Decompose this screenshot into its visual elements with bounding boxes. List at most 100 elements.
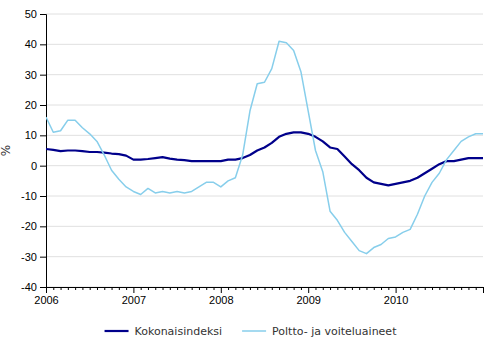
x-tick-mark [206,287,207,290]
x-tick-mark [286,287,287,290]
x-tick-mark [308,287,309,293]
plot: 20062007200820092010-40-30-20-1001020304… [0,8,484,306]
grid-line [46,44,483,45]
x-tick [163,287,164,290]
x-tick [374,287,375,290]
x-tick [447,287,448,290]
legend-swatch [105,330,129,332]
x-tick [206,287,207,290]
x-tick-mark [425,287,426,290]
y-tick-label: -10 [21,190,37,202]
x-tick-label: 2006 [34,294,58,306]
x-tick-mark [476,287,477,290]
x-tick [483,287,484,290]
x-tick [352,287,353,290]
x-tick-mark [366,287,367,290]
x-tick [68,287,69,290]
x-tick-mark [97,287,98,290]
y-tick-mark [40,166,46,167]
x-tick [294,287,295,290]
x-tick [53,287,54,290]
y-tick: 30 [25,69,46,81]
x-tick-mark [243,287,244,290]
x-tick [184,287,185,290]
x-tick [97,287,98,290]
y-tick-mark [40,105,46,106]
x-tick: 2008 [209,287,233,306]
x-tick [381,287,382,290]
x-tick-mark [228,287,229,290]
x-tick-mark [184,287,185,290]
x-tick-mark [403,287,404,290]
y-tick-label: 30 [25,69,37,81]
x-tick-mark [439,287,440,290]
x-tick [243,287,244,290]
x-tick: 2010 [384,287,408,306]
x-tick [104,287,105,290]
x-tick-mark [468,287,469,290]
x-tick [75,287,76,290]
grid-line [46,226,483,227]
x-tick [417,287,418,290]
x-tick-mark [148,287,149,290]
y-axis: -40-30-20-1001020304050 [21,8,46,293]
y-tick: 50 [25,8,46,20]
x-tick-label: 2009 [296,294,320,306]
chart-svg: 20062007200820092010-40-30-20-1001020304… [0,0,501,349]
grid-line [46,14,483,15]
series-line [46,132,483,185]
grid-line [46,196,483,197]
x-tick [301,287,302,290]
x-tick-mark [272,287,273,290]
x-tick-mark [163,287,164,290]
x-tick-mark [483,287,484,290]
x-tick-mark [155,287,156,290]
x-tick [468,287,469,290]
y-tick: 20 [25,99,46,111]
x-tick-mark [381,287,382,290]
legend-label: Kokonaisindeksi [135,325,223,338]
x-tick [286,287,287,290]
y-tick: 40 [25,38,46,50]
x-tick-mark [417,287,418,290]
grid-line [46,256,483,257]
legend-label: Poltto- ja voiteluaineet [272,325,397,338]
x-tick: 2009 [296,287,320,306]
x-tick-mark [301,287,302,290]
x-tick [170,287,171,290]
x-tick [366,287,367,290]
x-tick [454,287,455,290]
x-tick-mark [112,287,113,290]
x-tick [257,287,258,290]
x-tick: 2006 [34,287,58,306]
x-tick [141,287,142,290]
x-tick [323,287,324,290]
x-tick-mark [345,287,346,290]
x-tick-mark [461,287,462,290]
x-tick-mark [250,287,251,290]
y-tick-label: 40 [25,38,37,50]
x-tick-mark [337,287,338,290]
x-axis: 20062007200820092010 [34,287,483,306]
x-tick [265,287,266,290]
x-tick-mark [257,287,258,290]
x-tick-mark [410,287,411,290]
grid-line [46,105,483,106]
x-tick-mark [170,287,171,290]
y-tick-mark [40,287,46,288]
x-tick-mark [119,287,120,290]
legend: Kokonaisindeksi Poltto- ja voiteluaineet [105,325,398,338]
x-tick [177,287,178,290]
x-tick-mark [388,287,389,290]
lines [46,41,483,253]
x-tick-mark [90,287,91,290]
grid-line [46,74,483,75]
legend-swatch [242,330,266,332]
x-tick [279,287,280,290]
y-tick-mark [40,226,46,227]
grid-line [46,135,483,136]
x-tick-mark [374,287,375,290]
y-axis-title: % [0,145,13,156]
x-tick [214,287,215,290]
x-tick [228,287,229,290]
